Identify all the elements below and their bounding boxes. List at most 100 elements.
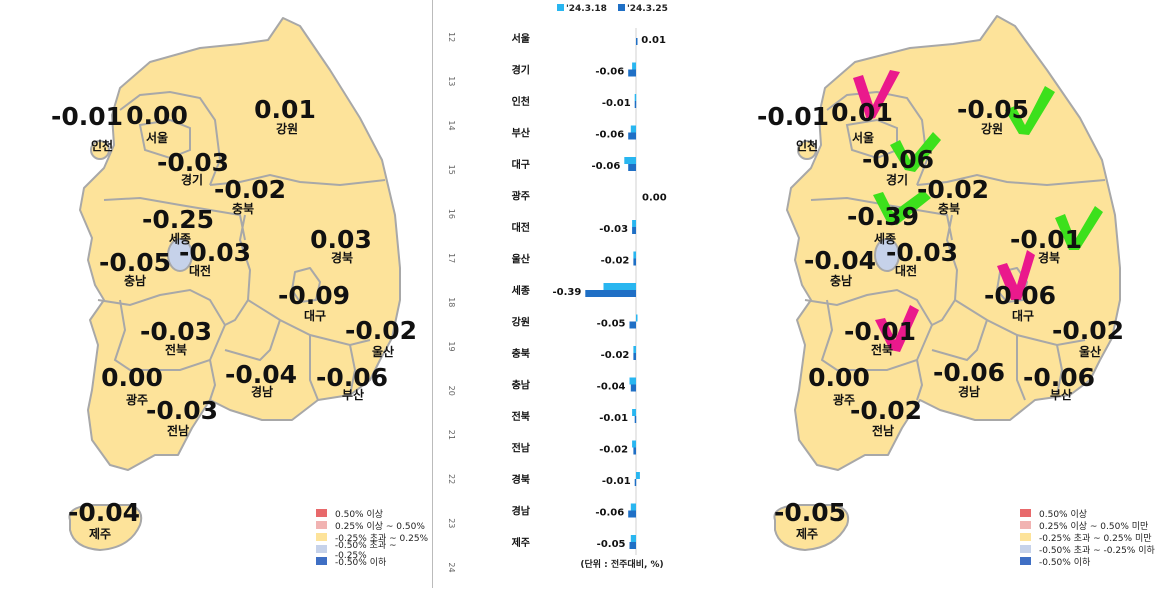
left-legend-row: -0.50% 초과 ~ -0.25% bbox=[316, 541, 430, 561]
right-legend-row: -0.50% 이하 bbox=[1020, 555, 1155, 568]
left-legend-row: 0.50% 이상 bbox=[316, 507, 430, 520]
left-jeju-label: 제주 bbox=[88, 527, 112, 541]
left-gyeongbuk-value: 0.03 bbox=[310, 225, 372, 254]
right-jeonnam-value: -0.02 bbox=[849, 396, 923, 425]
side-tick-label: 18 bbox=[447, 297, 456, 307]
legend-label: 0.25% 이상 ~ 0.50% 미만 bbox=[1039, 521, 1149, 532]
right-gyeongnam-value: -0.06 bbox=[932, 358, 1006, 387]
left-seoul-label: 서울 bbox=[145, 131, 169, 145]
green-check-marks bbox=[873, 86, 1103, 250]
bar-curr bbox=[629, 542, 636, 549]
category-label: 대전 bbox=[512, 221, 530, 234]
check-sejong-green bbox=[873, 190, 931, 225]
legend-swatch bbox=[316, 521, 327, 529]
right-gangwon-label: 강원 bbox=[980, 122, 1004, 136]
left-gwangju-label: 광주 bbox=[125, 393, 149, 407]
bar-curr bbox=[628, 510, 636, 518]
right-legend-row: -0.50% 초과 ~ -0.25% 이하 bbox=[1020, 543, 1155, 556]
left-ulsan-label: 울산 bbox=[371, 345, 395, 359]
category-label: 제주 bbox=[512, 536, 530, 549]
bar-curr bbox=[636, 38, 638, 45]
left-sejong-shape bbox=[167, 238, 193, 272]
left-busan-value: -0.06 bbox=[315, 363, 389, 392]
left-mainland-shape bbox=[79, 17, 401, 471]
legend-swatch bbox=[1020, 545, 1031, 553]
category-label: 서울 bbox=[512, 32, 530, 45]
data-label: -0.06 bbox=[595, 508, 624, 519]
category-label: 부산 bbox=[512, 127, 531, 140]
right-gangwon-value: -0.05 bbox=[956, 95, 1030, 124]
bar-prev bbox=[633, 251, 636, 259]
category-label: 대구 bbox=[512, 158, 530, 171]
bar-curr bbox=[634, 416, 637, 423]
check-seoul-magenta bbox=[853, 70, 900, 120]
left-legend-row: -0.50% 이하 bbox=[316, 555, 430, 568]
legend-label: -0.25% 초과 ~ 0.25% bbox=[335, 533, 429, 544]
side-tick-label: 23 bbox=[447, 518, 456, 528]
category-label: 울산 bbox=[512, 253, 531, 266]
bar-curr bbox=[633, 353, 636, 360]
left-jeonnam-label: 전남 bbox=[166, 424, 190, 438]
legend-label: -0.25% 초과 ~ 0.25% 미만 bbox=[1039, 533, 1152, 544]
side-tick-label: 19 bbox=[447, 341, 456, 351]
legend-swatch bbox=[1020, 557, 1031, 565]
right-ulsan-label: 울산 bbox=[1078, 345, 1102, 359]
right-daejeon-label: 대전 bbox=[894, 264, 918, 278]
left-jeju-value: -0.04 bbox=[67, 498, 141, 527]
right-jeju-label: 제주 bbox=[795, 527, 819, 541]
left-gyeongnam-value: -0.04 bbox=[224, 360, 298, 389]
legend-label: 0.50% 이상 bbox=[335, 509, 384, 520]
left-gangwon-label: 강원 bbox=[275, 122, 299, 136]
category-label: 경남 bbox=[512, 505, 531, 518]
side-tick-label: 12 bbox=[447, 32, 456, 42]
side-tick-label: 14 bbox=[447, 120, 456, 130]
legend-swatch bbox=[316, 533, 327, 541]
left-daejeon-value: -0.03 bbox=[178, 238, 252, 267]
check-daegu-magenta bbox=[997, 250, 1035, 300]
left-legend-row: 0.25% 이상 ~ 0.50% bbox=[316, 519, 430, 532]
bar-prev bbox=[633, 346, 636, 353]
bar-prev bbox=[632, 62, 636, 70]
right-daejeon-value: -0.03 bbox=[885, 238, 959, 267]
right-daegu-label: 대구 bbox=[1011, 309, 1035, 323]
bar-prev bbox=[632, 220, 636, 227]
data-label: -0.02 bbox=[601, 256, 630, 267]
data-label: -0.06 bbox=[591, 161, 620, 172]
right-gyeonggi-label: 경기 bbox=[885, 173, 909, 187]
data-label: -0.05 bbox=[597, 539, 626, 550]
left-sejong-value: -0.25 bbox=[141, 205, 215, 234]
legend-swatch bbox=[1020, 533, 1031, 541]
right-legend: 0.50% 이상 0.25% 이상 ~ 0.50% 미만 -0.25% 초과 ~… bbox=[1020, 507, 1155, 568]
side-tick-label: 20 bbox=[447, 386, 456, 396]
left-incheon-label: 인천 bbox=[90, 139, 114, 153]
data-label: -0.06 bbox=[595, 130, 624, 141]
side-tick-label: 13 bbox=[447, 76, 456, 86]
legend-swatch-curr bbox=[618, 4, 625, 11]
legend-label: -0.50% 초과 ~ -0.25% bbox=[334, 540, 397, 561]
legend-label: 0.50% 이상 bbox=[1039, 509, 1088, 520]
bar-prev bbox=[629, 377, 636, 385]
left-incheon-value: -0.01 bbox=[50, 102, 124, 131]
data-label: 0.01 bbox=[641, 35, 666, 46]
left-chungbuk-label: 충북 bbox=[231, 202, 255, 216]
right-chungnam-label: 충남 bbox=[829, 274, 853, 288]
category-label: 전남 bbox=[512, 442, 531, 455]
legend-swatch bbox=[316, 509, 327, 517]
legend-label-curr: '24.3.25 bbox=[627, 4, 668, 14]
category-label: 강원 bbox=[512, 316, 530, 329]
right-busan-value: -0.06 bbox=[1022, 363, 1096, 392]
side-tick-label: 17 bbox=[447, 253, 456, 263]
left-chungbuk-value: -0.02 bbox=[213, 175, 287, 204]
right-chungbuk-label: 충북 bbox=[937, 202, 961, 216]
right-sejong-shape bbox=[874, 238, 900, 272]
category-label: 광주 bbox=[512, 191, 530, 203]
right-seoul-value: 0.01 bbox=[831, 98, 893, 127]
left-chungnam-value: -0.05 bbox=[98, 248, 172, 277]
left-chungnam-label: 충남 bbox=[123, 274, 147, 288]
left-daegu-label: 대구 bbox=[303, 309, 327, 323]
unit-note: (단위 : 전주대비, %) bbox=[580, 558, 663, 570]
bar-prev bbox=[603, 283, 636, 290]
bar-curr bbox=[585, 290, 636, 297]
left-jeonbuk-label: 전북 bbox=[164, 343, 188, 357]
bar-curr bbox=[628, 132, 636, 140]
